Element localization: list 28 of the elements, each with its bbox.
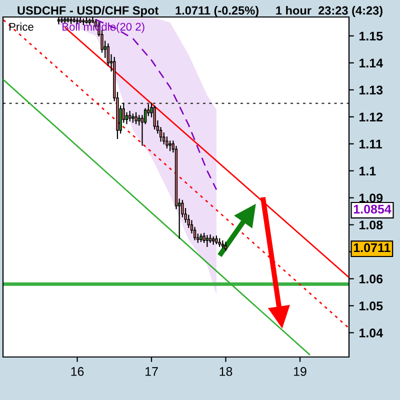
y-tick-label: 1.12 xyxy=(360,112,383,122)
y-tick-label: 1.13 xyxy=(360,86,383,95)
y-tick-label: 1.04 xyxy=(360,328,383,338)
candlestick xyxy=(153,105,156,130)
annotation: 1.0711 xyxy=(354,243,390,252)
text: Price xyxy=(9,22,34,31)
candlestick xyxy=(128,110,132,122)
chart-title: USDCHF - USD/CHF Spot 1.0711 (-0.25%) 1 hour 23:23 (4:23) xyxy=(18,6,382,18)
candlestick xyxy=(166,136,168,148)
candlestick xyxy=(168,140,172,152)
candlestick xyxy=(134,112,138,124)
y-tick-label: 1.1 xyxy=(360,166,376,176)
x-tick-label: 18 xyxy=(220,367,232,376)
candlestick xyxy=(208,234,212,243)
candlestick xyxy=(125,112,128,124)
x-tick-label: 19 xyxy=(294,367,306,376)
candlestick xyxy=(206,235,209,247)
y-tick-label: 1.05 xyxy=(360,302,383,310)
x-tick-label: 16 xyxy=(71,367,84,376)
y-tick-label: 1.11 xyxy=(360,140,382,148)
y-tick-label: 1.15 xyxy=(360,32,383,41)
annotation: 1.0854 xyxy=(354,204,392,214)
y-tick-label: 1.06 xyxy=(360,274,383,284)
x-tick-label: 17 xyxy=(146,367,158,376)
y-tick-label: 1.14 xyxy=(360,58,383,68)
candlestick xyxy=(224,242,228,251)
y-tick-label: 1.08 xyxy=(360,220,383,230)
candlestick xyxy=(138,114,140,126)
